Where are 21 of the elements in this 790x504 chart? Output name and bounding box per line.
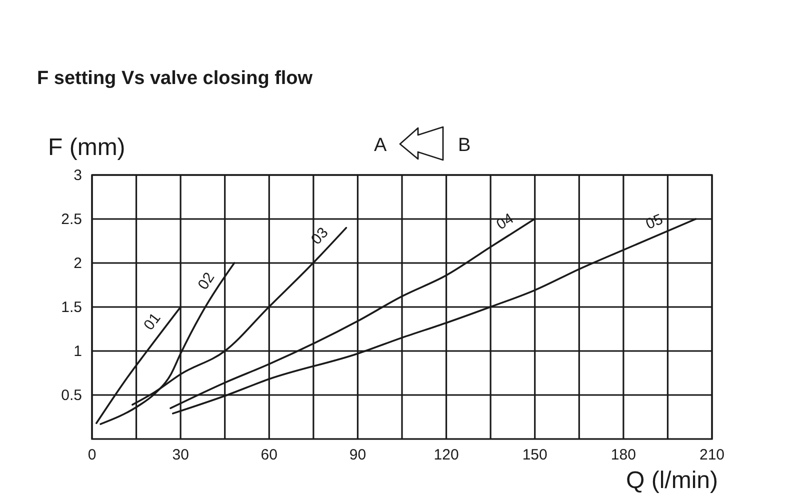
y-tick-label: 0.5	[61, 386, 82, 404]
text: A	[374, 135, 387, 156]
x-tick-label: 120	[434, 446, 459, 464]
x-tick-label: 60	[260, 446, 278, 464]
x-tick-label: 90	[349, 446, 366, 464]
x-tick-label: 150	[522, 446, 548, 464]
x-tick-label: 30	[172, 446, 189, 464]
y-tick-label: 3	[74, 166, 82, 184]
x-tick-label: 0	[88, 446, 96, 464]
x-axis-title: Q (l/min)	[626, 467, 718, 494]
x-tick-label: 180	[610, 446, 636, 464]
x-tick-label: 210	[699, 446, 725, 464]
text: B	[458, 135, 471, 156]
chart-title: F setting Vs valve closing flow	[37, 68, 313, 89]
text: 02	[194, 270, 218, 293]
y-tick-label: 2	[74, 254, 82, 272]
y-tick-label: 1.5	[61, 298, 82, 316]
y-tick-label: 1	[74, 342, 82, 360]
y-axis-title: F (mm)	[48, 134, 126, 161]
y-tick-label: 2.5	[61, 210, 82, 228]
text: 01	[140, 310, 164, 334]
